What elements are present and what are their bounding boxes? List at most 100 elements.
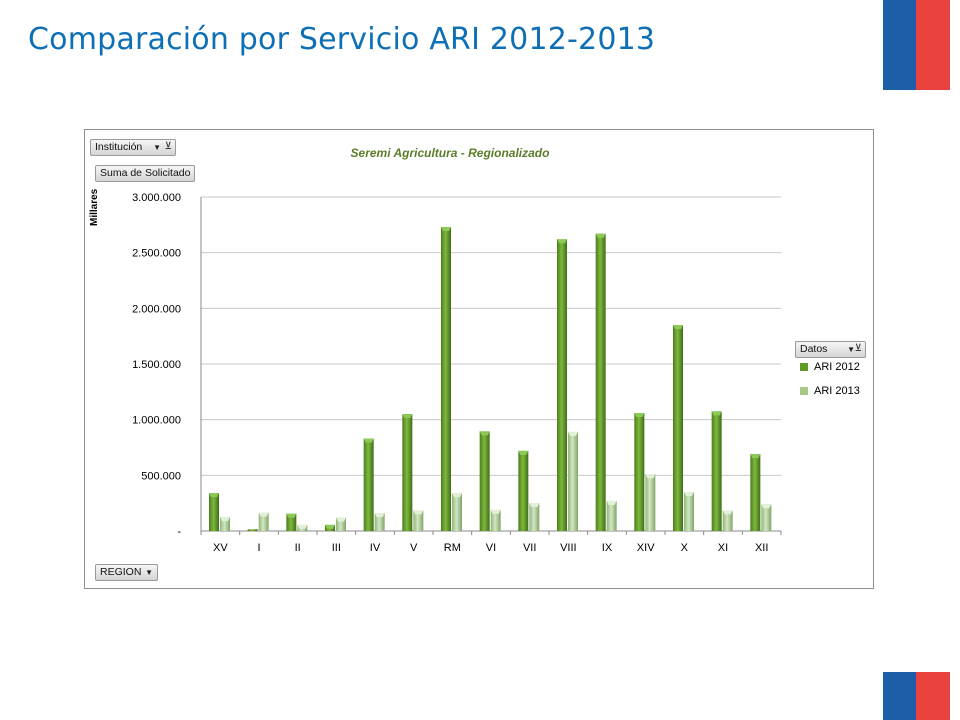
flag-decoration-bottom	[883, 672, 950, 720]
bar-ari-2013-cap	[374, 513, 385, 518]
flag-red-stripe	[916, 0, 950, 90]
datos-filter-button[interactable]: Datos ▼ ⊻	[795, 341, 866, 358]
bar-ari-2012	[479, 431, 490, 531]
bar-ari-2012	[557, 239, 567, 531]
bar-ari-2013-cap	[761, 504, 772, 509]
bar-ari-2013	[645, 474, 656, 531]
bar-ari-2012-cap	[750, 454, 761, 459]
bar-ari-2012-cap	[518, 450, 529, 455]
flag-decoration-top	[883, 0, 950, 90]
bar-ari-2012	[209, 493, 219, 531]
flag-blue-stripe	[883, 0, 916, 90]
chart-title: Seremi Agricultura - Regionalizado	[350, 146, 550, 160]
dropdown-arrow-icon: ▼	[847, 345, 855, 354]
bar-ari-2013-cap	[258, 512, 269, 517]
bar-ari-2013	[336, 517, 346, 531]
bar-ari-2012-cap	[286, 513, 297, 518]
bar-ari-2013-cap	[220, 517, 230, 522]
dropdown-arrow-icon: ▼	[145, 568, 153, 577]
x-tick-label: XV	[213, 542, 228, 554]
slide-title: Comparación por Servicio ARI 2012-2013	[28, 22, 656, 57]
legend-label-ari-2013: ARI 2013	[814, 385, 860, 397]
bar-ari-2013-cap	[722, 510, 733, 515]
datos-filter-label: Datos	[800, 343, 828, 355]
bar-ari-2012-cap	[595, 233, 606, 238]
bar-ari-2012	[595, 233, 606, 531]
suma-de-solicitado-button[interactable]: Suma de Solicitado	[95, 165, 196, 182]
x-tick-label: XII	[755, 542, 768, 554]
bar-ari-2013	[490, 509, 501, 531]
bar-ari-2013	[684, 492, 694, 531]
institucion-filter-label: Institución	[95, 141, 143, 153]
bar-ari-2013	[220, 517, 230, 531]
bar-ari-2012	[518, 450, 529, 531]
bar-ari-2012	[673, 325, 683, 531]
region-filter-label: REGION	[100, 566, 142, 578]
bar-ari-2013-cap	[568, 431, 578, 436]
bar-ari-2013	[722, 510, 733, 531]
bar-ari-2012	[750, 454, 761, 531]
chart-legend: ARI 2012 ARI 2013	[798, 360, 860, 408]
bar-ari-2012-cap	[441, 227, 451, 232]
x-tick-label: VIII	[560, 542, 577, 554]
legend-swatch-ari-2013	[800, 387, 808, 395]
bar-ari-2012	[402, 414, 413, 531]
legend-item-ari-2013: ARI 2013	[798, 384, 860, 408]
y-tick-label: 2.000.000	[132, 303, 181, 315]
x-tick-label: IV	[370, 542, 381, 554]
bar-ari-2012-cap	[325, 524, 335, 529]
y-tick-label: 1.000.000	[132, 415, 181, 427]
bar-ari-2013-cap	[452, 493, 462, 498]
y-tick-label: -	[177, 526, 181, 538]
legend-item-ari-2012: ARI 2012	[798, 360, 860, 384]
x-tick-label: RM	[444, 542, 461, 554]
x-tick-label: I	[257, 542, 260, 554]
bar-ari-2012-cap	[711, 411, 722, 416]
bar-ari-2012-cap	[673, 325, 683, 330]
y-tick-label: 1.500.000	[132, 359, 181, 371]
bar-ari-2013-cap	[684, 492, 694, 497]
bar-ari-2013-cap	[336, 517, 346, 522]
bar-ari-2012-cap	[634, 412, 645, 417]
y-tick-label: 2.500.000	[132, 248, 181, 260]
bar-ari-2013	[761, 504, 772, 531]
bar-ari-2012-cap	[402, 414, 413, 419]
bar-ari-2013	[529, 503, 540, 531]
x-tick-label: XI	[718, 542, 728, 554]
bar-ari-2013-cap	[606, 500, 617, 505]
y-tick-label: 500.000	[141, 470, 181, 482]
bar-ari-2012-cap	[557, 239, 567, 244]
x-tick-label: XIV	[637, 542, 655, 554]
x-tick-label: VII	[523, 542, 536, 554]
dropdown-arrow-icon: ▼	[153, 143, 161, 152]
bar-ari-2012	[363, 438, 374, 531]
institucion-filter-button[interactable]: Institución ▼ ⊻	[90, 139, 176, 156]
bar-ari-2013	[606, 500, 617, 531]
bar-ari-2013-cap	[413, 510, 424, 515]
bar-ari-2013-cap	[529, 503, 540, 508]
y-tick-label: 3.000.000	[132, 192, 181, 204]
bar-ari-2012	[286, 513, 297, 531]
pivot-chart: Institución ▼ ⊻ Suma de Solicitado Serem…	[84, 129, 874, 589]
bar-ari-2013	[413, 510, 424, 531]
bar-ari-2012	[711, 411, 722, 531]
bar-ari-2013	[374, 513, 385, 531]
bar-ari-2013	[258, 512, 269, 531]
x-tick-label: III	[332, 542, 341, 554]
bar-ari-2012-cap	[479, 431, 490, 436]
x-tick-label: II	[295, 542, 301, 554]
legend-label-ari-2012: ARI 2012	[814, 361, 860, 373]
legend-swatch-ari-2012	[800, 363, 808, 371]
x-tick-label: IX	[602, 542, 613, 554]
bar-ari-2012	[441, 227, 451, 531]
x-tick-label: X	[681, 542, 689, 554]
region-filter-button[interactable]: REGION ▼	[95, 564, 158, 581]
bar-ari-2013-cap	[490, 509, 501, 514]
suma-de-solicitado-label: Suma de Solicitado	[100, 167, 191, 179]
bar-ari-2012-cap	[363, 438, 374, 443]
plot-area: - 500.000 1.000.000 1.500.000 2.000.000 2.500…	[132, 192, 782, 554]
filter-icon: ⊻	[854, 343, 862, 354]
filter-icon: ⊻	[164, 141, 172, 152]
bar-ari-2012	[247, 529, 258, 531]
flag-red-stripe	[916, 672, 950, 720]
